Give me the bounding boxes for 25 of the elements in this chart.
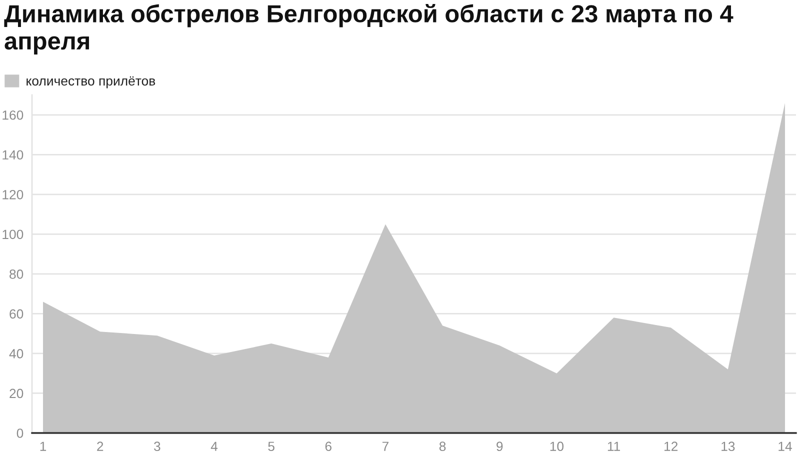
x-tick-label: 12 [664,442,678,451]
x-tick-label: 10 [550,442,564,452]
x-tick-label: 8 [439,442,446,452]
x-tick-label: 1 [40,442,46,451]
y-tick-label: 20 [10,388,24,398]
y-tick-label: 60 [10,309,24,319]
y-tick-label: 40 [9,349,24,358]
x-tick-label: 14 [778,442,792,451]
legend-label: количество прилётов [26,76,156,88]
x-tick-label: 6 [325,442,332,452]
y-tick-label: 140 [2,150,24,160]
y-tick-label: 160 [2,110,24,120]
x-tick-label: 5 [268,442,274,452]
x-tick-label: 9 [496,442,503,452]
y-tick-label: 0 [16,428,24,438]
y-tick-label: 100 [2,230,24,240]
x-tick-label: 2 [97,442,104,451]
chart-title: Динамика обстрелов Белгородской области с 23 марта по 4 апреля [4,4,734,54]
x-tick-label: 4 [210,442,218,451]
y-tick-label: 120 [2,190,24,200]
x-tick-label: 7 [382,442,388,451]
x-tick-label: 13 [722,442,735,452]
x-tick-label: 3 [154,442,160,452]
x-tick-label: 11 [608,442,620,451]
y-tick-label: 80 [10,270,24,279]
